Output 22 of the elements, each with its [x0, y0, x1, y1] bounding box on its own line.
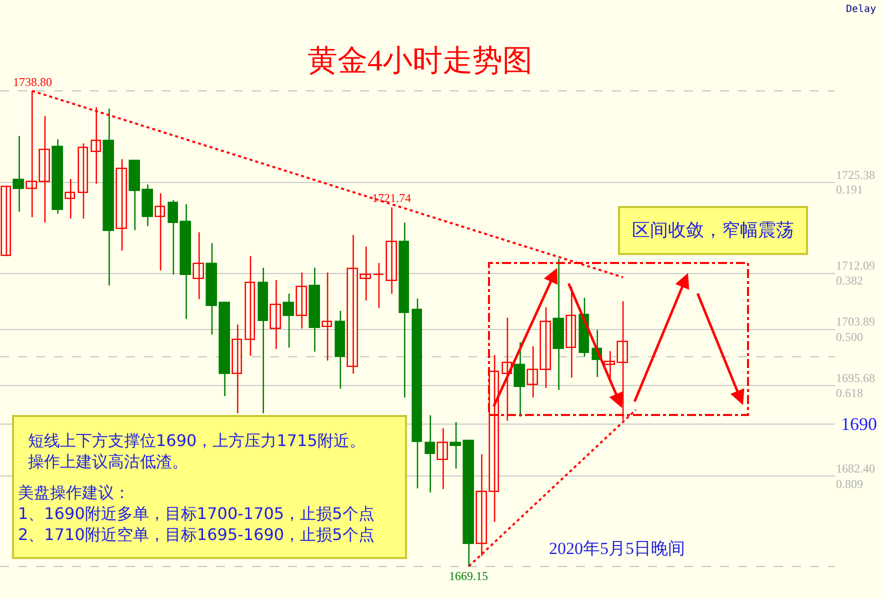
- text: 1669.15: [449, 569, 488, 583]
- y2-tick-label: 0.809: [836, 476, 863, 491]
- annotation: 区间收敛，窄幅震荡: [632, 220, 794, 241]
- y2-tick-label: 0.191: [836, 182, 863, 197]
- y2-tick-label: 0.618: [836, 386, 863, 400]
- annotation: 1、1690附近多单，目标1700-1705，止损5个点: [18, 504, 374, 523]
- y2-tick-label: 0.500: [836, 330, 863, 344]
- y-tick-label: 1695.68: [836, 370, 875, 385]
- annotation: 2、1710附近空单，目标1695-1690，止损5个点: [18, 525, 374, 544]
- y-tick-label: 1703.89: [836, 314, 875, 329]
- y-tick-label: 1725.38: [836, 168, 875, 182]
- ref-line-label: 1690: [841, 414, 877, 434]
- annotation: 短线上下方支撑位1690，上方压力1715附近。操作上建议高沽低渣。: [28, 431, 366, 471]
- text: Delay: [846, 4, 876, 15]
- text: 黄金4小时走势图: [308, 44, 532, 78]
- annotation: 2020年5月5日晚间: [549, 539, 685, 558]
- y-tick-label: 1712.09: [836, 258, 875, 273]
- y2-tick-label: 0.382: [836, 274, 863, 288]
- text: 1738.80: [13, 75, 52, 89]
- y-tick-label: 1682.40: [836, 461, 875, 476]
- annotation: 美盘操作建议：: [18, 483, 130, 502]
- text: 1721.74: [372, 191, 411, 205]
